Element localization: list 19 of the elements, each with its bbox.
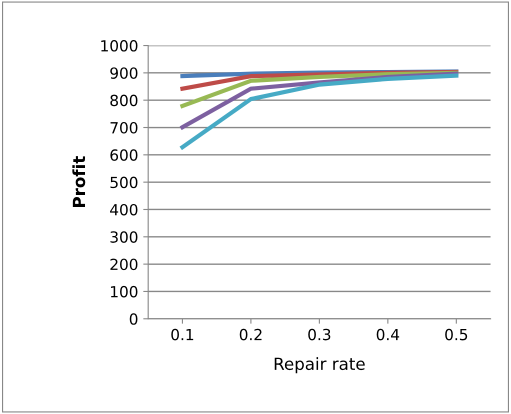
y-tick-label: 800	[110, 94, 138, 106]
x-tick-label: 0.3	[308, 328, 330, 340]
x-tick-label: 0.1	[171, 328, 194, 340]
y-tick-label: 200	[110, 258, 138, 270]
y-axis-title: Profit	[72, 156, 86, 208]
y-tick-label: 500	[110, 176, 138, 188]
x-tick-label: 0.5	[445, 328, 468, 340]
y-tick-label: 0	[130, 313, 138, 325]
x-tick-label: 0.4	[376, 328, 400, 340]
x-axis-title: Repair rate	[274, 357, 365, 374]
y-tick-label: 900	[110, 67, 138, 79]
y-tick-label: 300	[110, 231, 138, 243]
x-tick-label: 0.2	[240, 328, 262, 340]
y-tick-label: 1000	[101, 40, 138, 52]
y-tick-label: 400	[110, 204, 138, 216]
y-tick-label: 600	[110, 149, 138, 161]
line-series	[180, 74, 458, 150]
y-tick-label: 100	[110, 286, 138, 298]
y-tick-label: 700	[110, 122, 138, 134]
